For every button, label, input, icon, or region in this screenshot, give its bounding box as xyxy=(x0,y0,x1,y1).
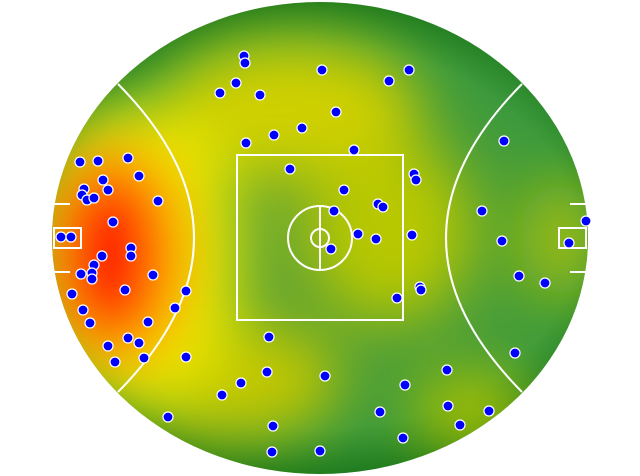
point xyxy=(284,163,296,175)
point xyxy=(338,184,350,196)
point xyxy=(55,231,67,243)
point xyxy=(314,445,326,457)
point xyxy=(377,201,389,213)
point xyxy=(162,411,174,423)
point xyxy=(240,137,252,149)
point xyxy=(509,347,521,359)
point xyxy=(348,144,360,156)
point xyxy=(119,284,131,296)
point xyxy=(254,89,266,101)
point xyxy=(374,406,386,418)
point xyxy=(125,250,137,262)
point xyxy=(268,129,280,141)
point xyxy=(235,377,247,389)
point xyxy=(403,64,415,76)
point xyxy=(496,235,508,247)
point xyxy=(563,237,575,249)
point xyxy=(102,340,114,352)
point xyxy=(454,419,466,431)
point xyxy=(84,317,96,329)
point xyxy=(513,270,525,282)
point xyxy=(296,122,308,134)
point xyxy=(370,233,382,245)
point xyxy=(133,337,145,349)
point xyxy=(96,250,108,262)
point xyxy=(230,77,242,89)
point xyxy=(330,106,342,118)
point xyxy=(109,356,121,368)
point xyxy=(442,400,454,412)
point xyxy=(316,64,328,76)
point xyxy=(263,331,275,343)
point xyxy=(107,216,119,228)
point xyxy=(180,285,192,297)
point xyxy=(152,195,164,207)
point xyxy=(133,170,145,182)
point xyxy=(325,243,337,255)
point xyxy=(214,87,226,99)
point xyxy=(410,174,422,186)
point xyxy=(498,135,510,147)
point xyxy=(122,152,134,164)
point xyxy=(406,229,418,241)
point xyxy=(267,420,279,432)
point xyxy=(138,352,150,364)
point xyxy=(391,292,403,304)
point xyxy=(580,215,592,227)
point xyxy=(397,432,409,444)
point xyxy=(483,405,495,417)
point xyxy=(122,332,134,344)
point xyxy=(86,273,98,285)
point xyxy=(383,75,395,87)
field-markings xyxy=(53,83,587,393)
point xyxy=(169,302,181,314)
point xyxy=(399,379,411,391)
point xyxy=(539,277,551,289)
point xyxy=(319,370,331,382)
point xyxy=(216,389,228,401)
point xyxy=(180,351,192,363)
point xyxy=(261,366,273,378)
point xyxy=(65,231,77,243)
point xyxy=(74,156,86,168)
point xyxy=(239,57,251,69)
point xyxy=(266,446,278,458)
point xyxy=(328,205,340,217)
point xyxy=(66,288,78,300)
point xyxy=(102,184,114,196)
point xyxy=(92,155,104,167)
point xyxy=(415,284,427,296)
point xyxy=(476,205,488,217)
point xyxy=(441,364,453,376)
point xyxy=(75,268,87,280)
point xyxy=(88,192,100,204)
point xyxy=(142,316,154,328)
point xyxy=(352,228,364,240)
point xyxy=(97,174,109,186)
point xyxy=(147,269,159,281)
point xyxy=(77,304,89,316)
